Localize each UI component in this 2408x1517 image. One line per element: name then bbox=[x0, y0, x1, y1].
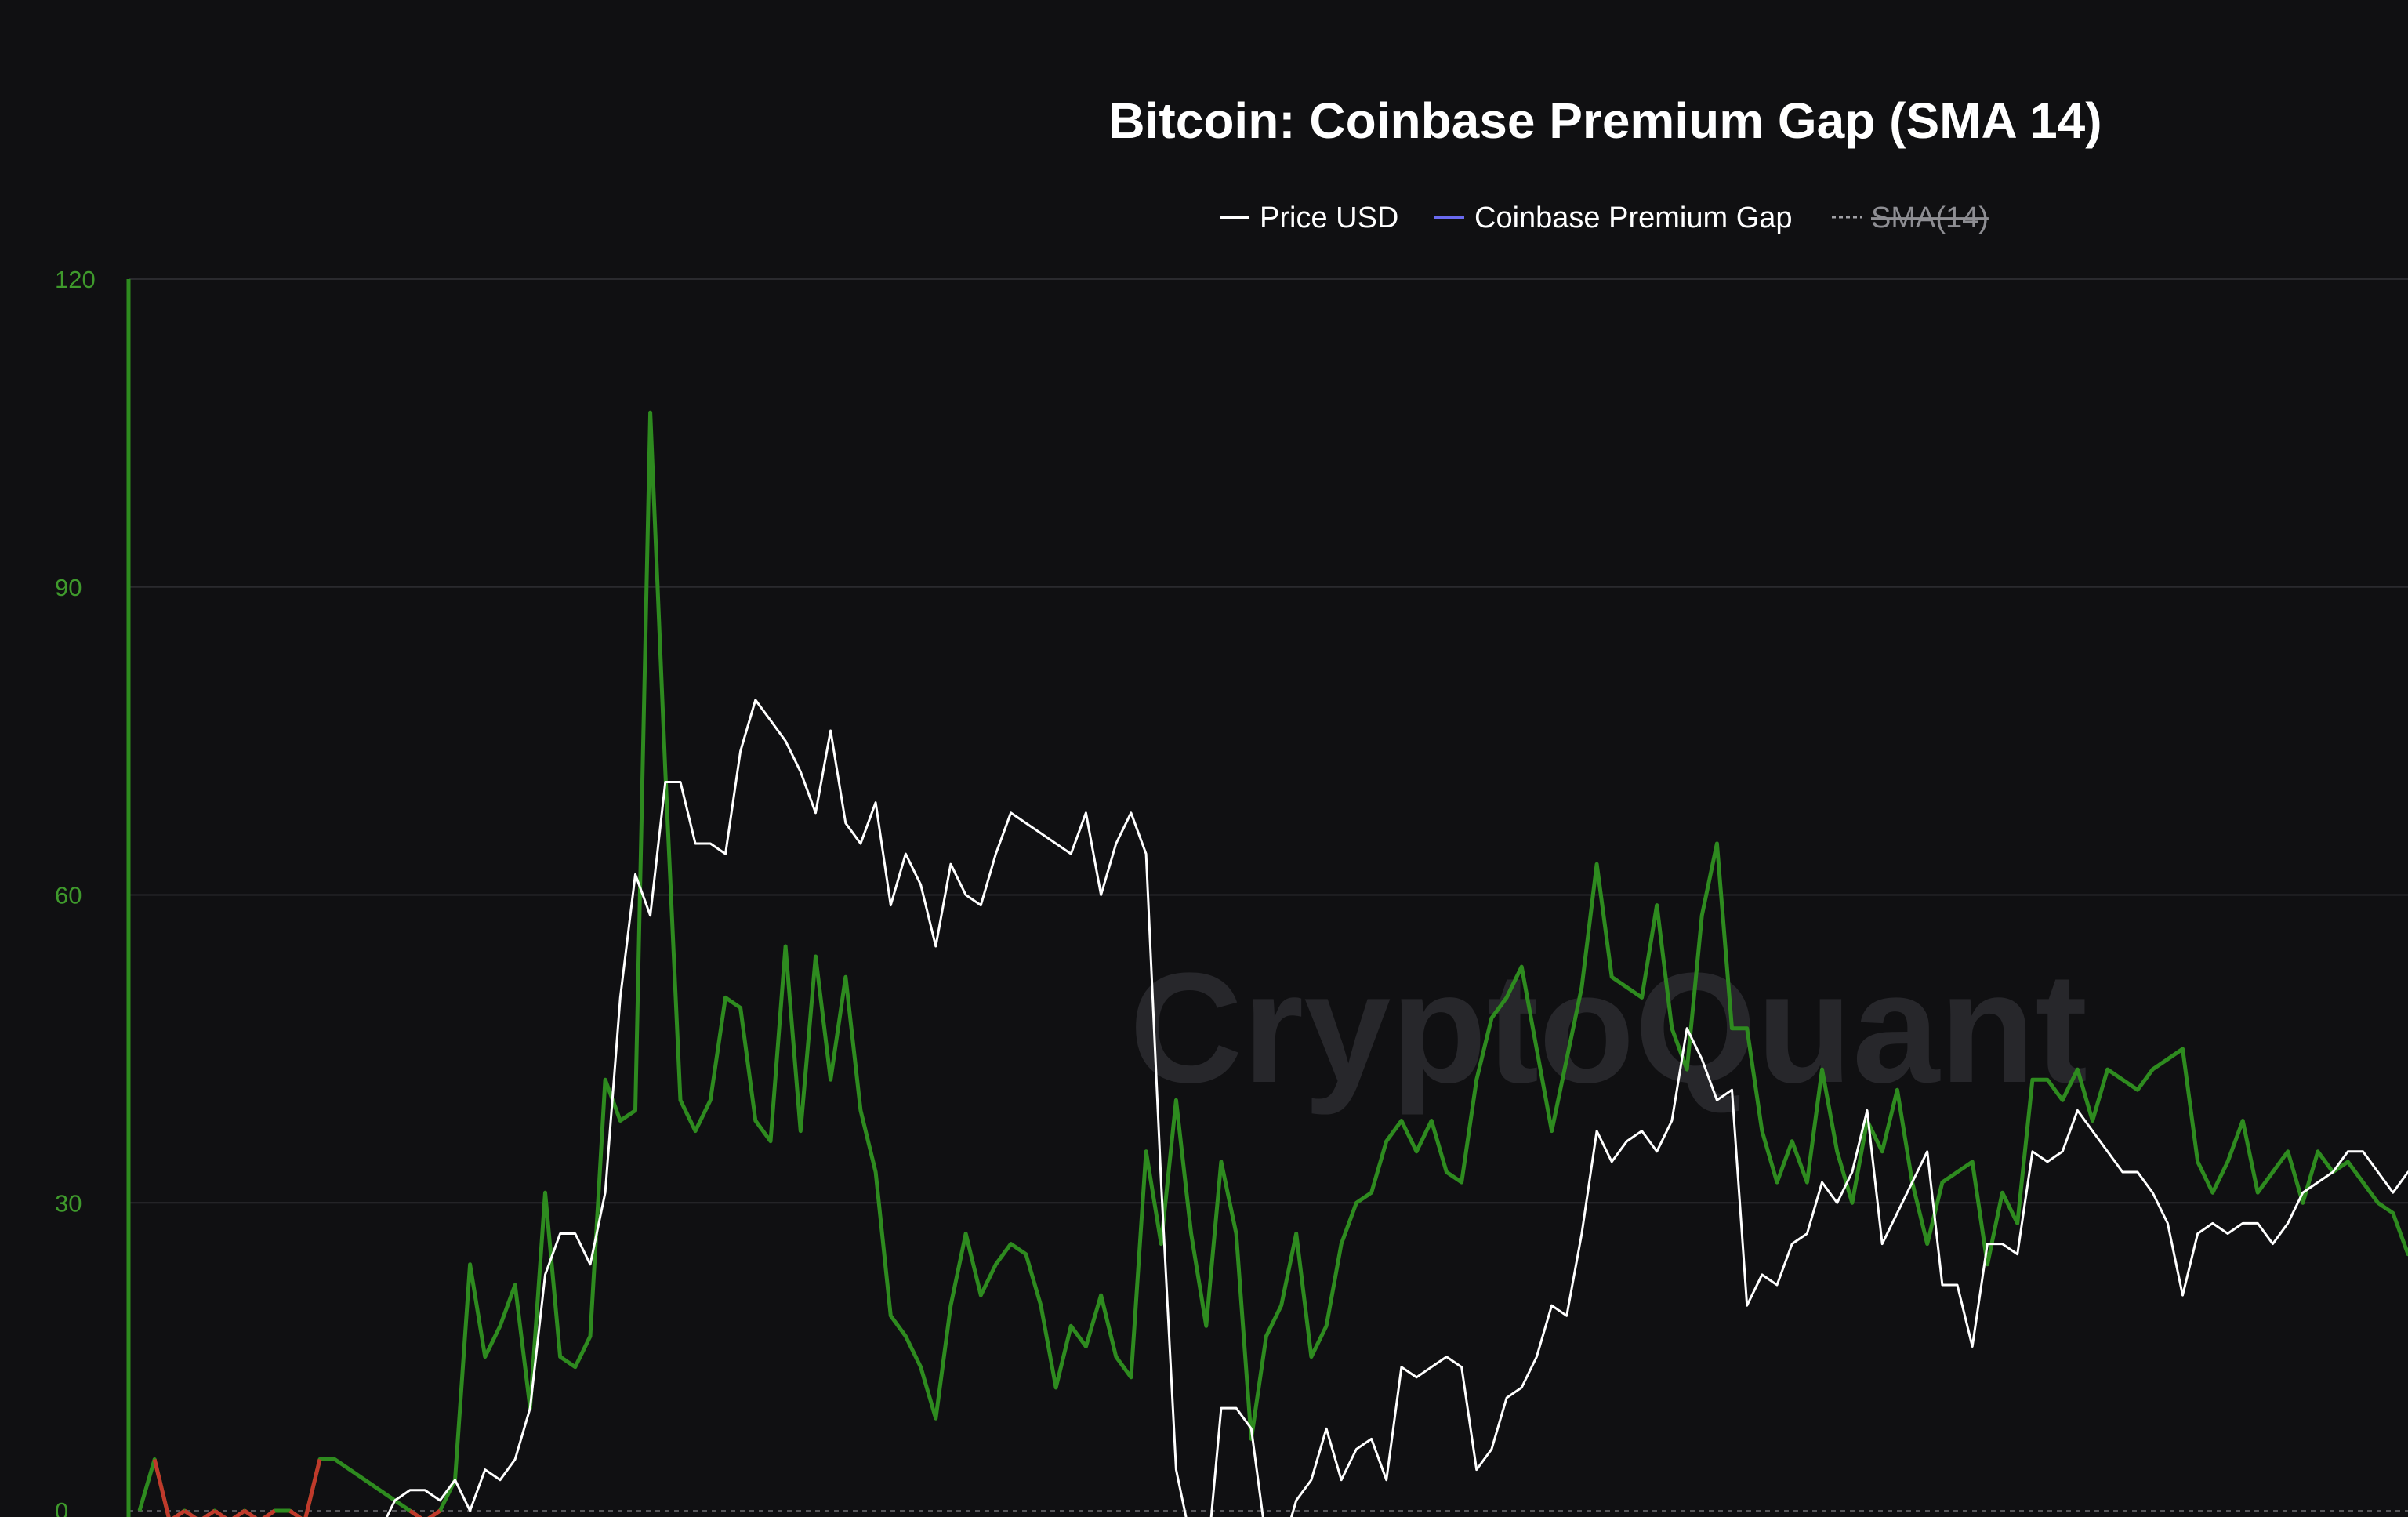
premium-gap-negative-segment bbox=[243, 1508, 258, 1517]
premium-gap-negative-segment bbox=[427, 1508, 441, 1517]
premium-gap-negative-segment bbox=[152, 1458, 171, 1517]
price-usd-line bbox=[385, 699, 2408, 1517]
legend-label-premium: Coinbase Premium Gap bbox=[1474, 201, 1793, 234]
premium-gap-negative-segment bbox=[303, 1458, 322, 1517]
legend-item-premium[interactable]: Coinbase Premium Gap bbox=[1434, 201, 1793, 234]
legend-item-price[interactable]: Price USD bbox=[1220, 201, 1398, 234]
legend-label-price: Price USD bbox=[1260, 201, 1398, 234]
y-tick-label: 30 bbox=[55, 1189, 82, 1217]
legend-item-sma[interactable]: SMA(14) bbox=[1832, 201, 1989, 234]
premium-gap-negative-segment bbox=[262, 1508, 276, 1517]
chart-title: Bitcoin: Coinbase Premium Gap (SMA 14) bbox=[1108, 93, 2102, 149]
y-axis-ticks: 0 30 60 90 120 bbox=[55, 266, 96, 1517]
premium-gap-negative-segment bbox=[213, 1508, 227, 1517]
legend-label-sma: SMA(14) bbox=[1871, 201, 1989, 234]
premium-gap-negative-segment bbox=[288, 1508, 303, 1517]
y-tick-label: 60 bbox=[55, 882, 82, 909]
premium-gap-negative-segment bbox=[201, 1508, 216, 1517]
premium-gap-negative-segment bbox=[408, 1508, 423, 1517]
y-tick-label: 90 bbox=[55, 574, 82, 601]
grid bbox=[129, 278, 2408, 1512]
premium-gap-negative-segment bbox=[232, 1508, 246, 1517]
premium-gap-negative-segment bbox=[183, 1508, 198, 1517]
series-layer bbox=[137, 410, 2408, 1517]
y-tick-label: 120 bbox=[55, 266, 96, 293]
legend: Price USD Coinbase Premium Gap SMA(14) bbox=[1220, 201, 1989, 234]
y-tick-label: 0 bbox=[55, 1497, 68, 1517]
watermark: CryptoQuant bbox=[1130, 941, 2087, 1116]
premium-gap-line bbox=[137, 410, 2408, 1517]
premium-gap-negative-segment bbox=[172, 1508, 186, 1517]
